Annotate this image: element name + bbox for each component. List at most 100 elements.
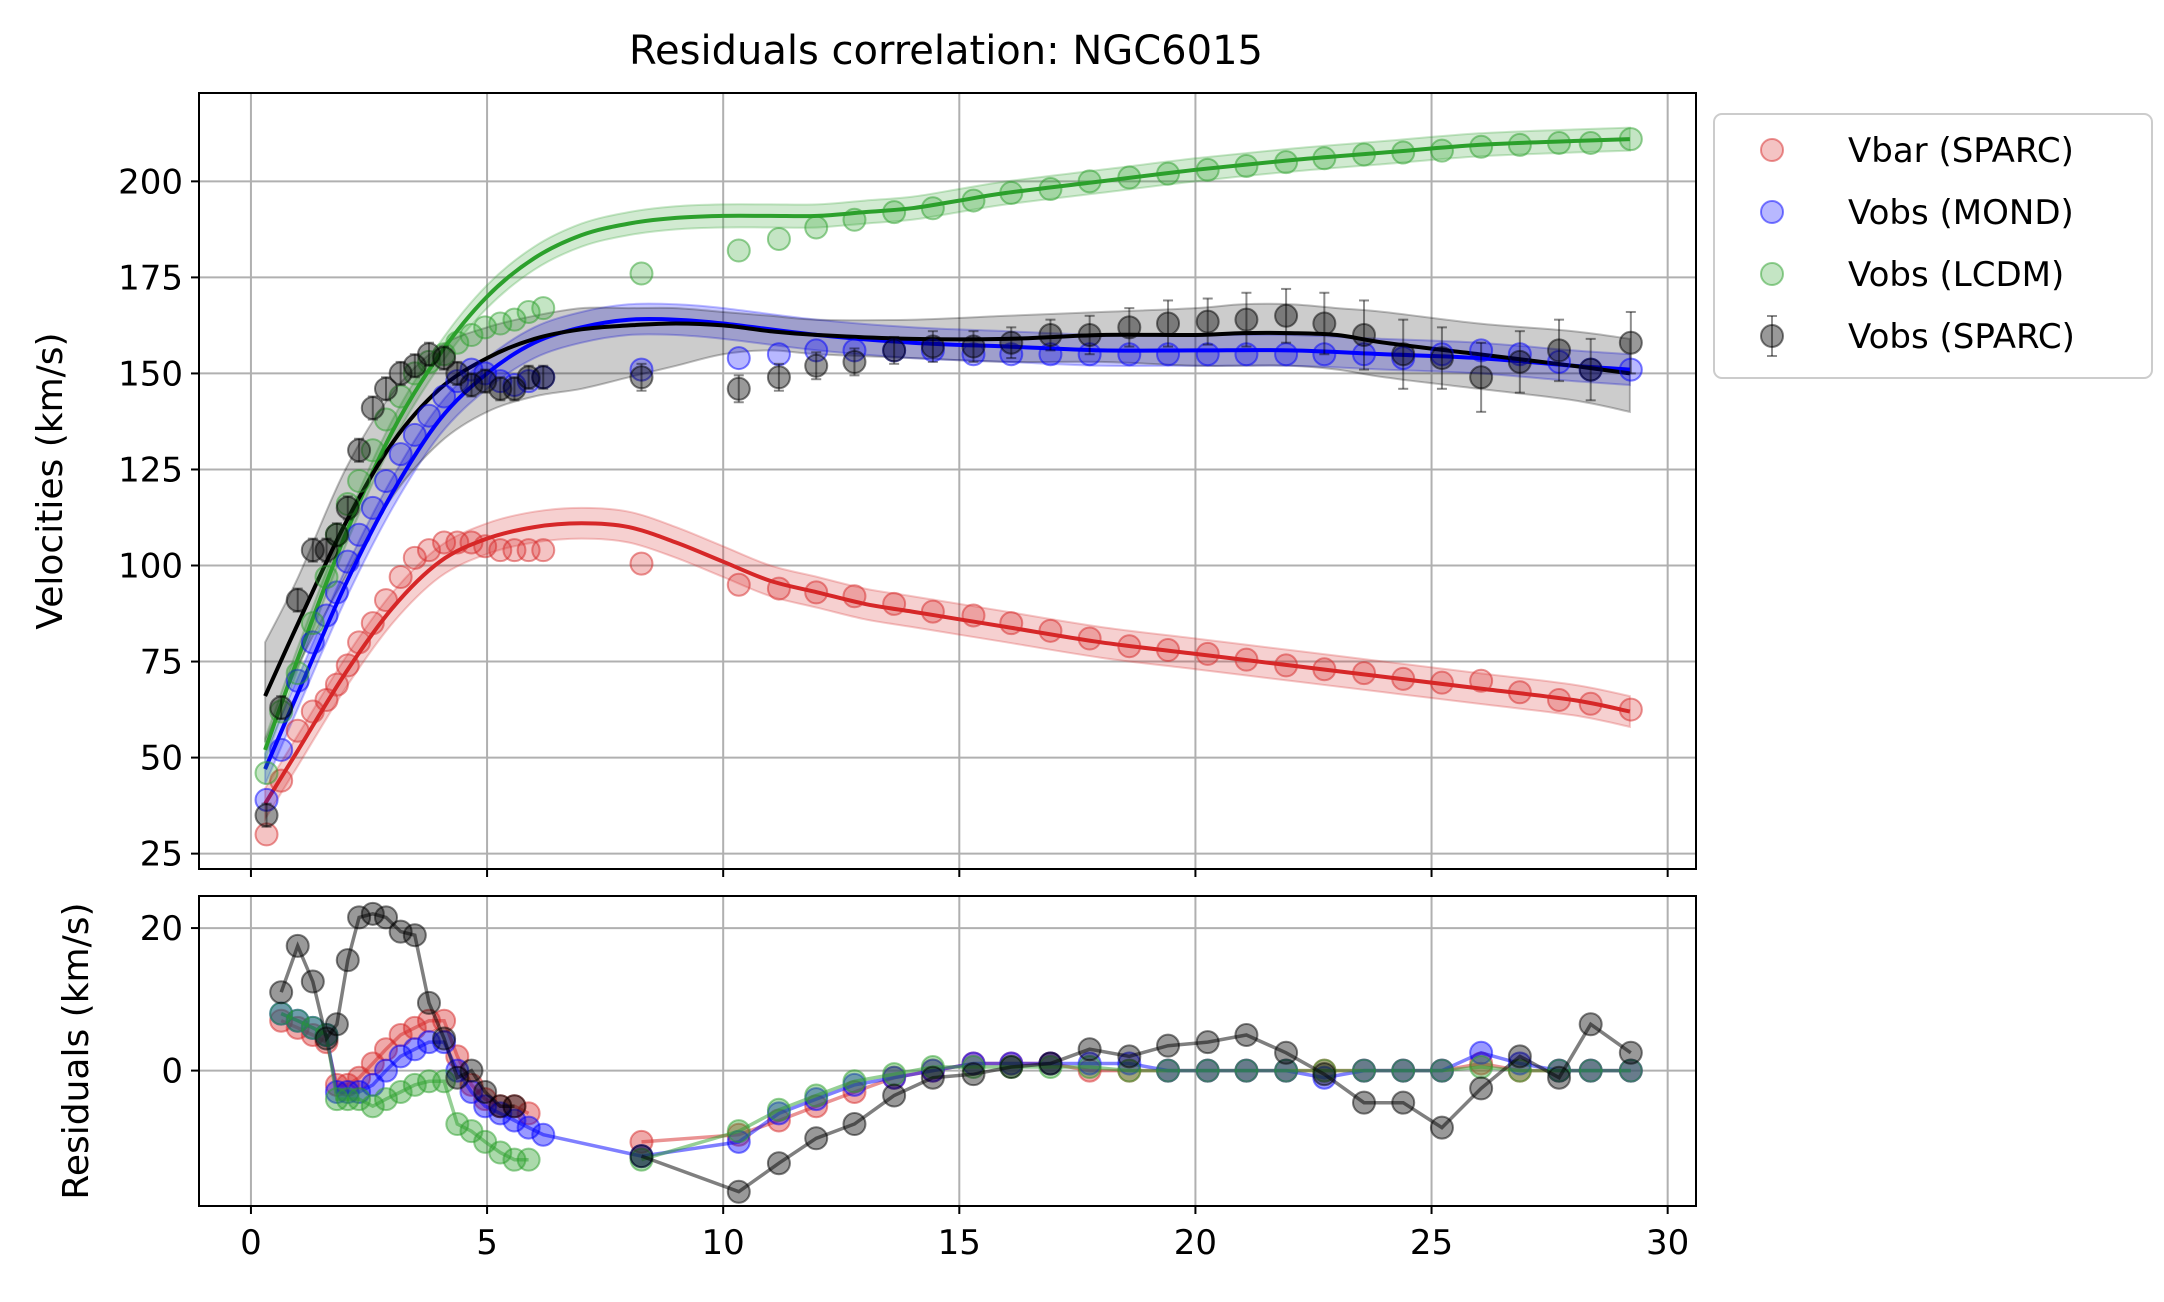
residual-marker [1195, 1030, 1220, 1055]
marker-vobs-mond [388, 442, 413, 467]
residual-marker [473, 1079, 498, 1104]
marker-vobs-sparc [1038, 323, 1063, 348]
marker-vobs-sparc [1117, 315, 1142, 340]
marker-vbar-sparc [285, 718, 310, 743]
marker-vobs-mond [432, 384, 457, 409]
marker-vobs-mond [1117, 342, 1142, 367]
marker-vbar-sparc [1469, 668, 1494, 693]
marker-vobs-sparc [842, 349, 867, 374]
residual-marker [1618, 1058, 1643, 1083]
legend-label: Vobs (MOND) [1848, 193, 2074, 233]
legend-entry: Vbar (SPARC) [1760, 131, 2074, 171]
marker-vobs-mond [314, 603, 339, 628]
marker-vobs-mond [766, 342, 791, 367]
marker-vobs-sparc [920, 334, 945, 359]
residual-marker [766, 1097, 791, 1122]
marker-vobs-lcdm [629, 261, 654, 286]
velocity-y-tick-label: 175 [118, 258, 183, 298]
marker-vbar-sparc [402, 545, 427, 570]
marker-vobs-lcdm [1391, 140, 1416, 165]
marker-vbar-sparc [1038, 618, 1063, 643]
residual-marker [1156, 1058, 1181, 1083]
residual-marker [882, 1062, 907, 1087]
residual-marker [1578, 1012, 1603, 1037]
marker-vobs-sparc [1429, 346, 1454, 371]
residual-marker [347, 1087, 372, 1112]
residual-marker [1391, 1058, 1416, 1083]
marker-vobs-lcdm [516, 299, 541, 324]
residual-marker [516, 1115, 541, 1140]
residual-marker [445, 1065, 470, 1090]
marker-vobs-lcdm [531, 296, 556, 321]
residuals-axes-frame [198, 895, 1697, 1207]
marker-vbar-sparc [432, 530, 457, 555]
residuals-x-tick-label: 0 [240, 1223, 262, 1263]
marker-vobs-mond [961, 342, 986, 367]
marker-vobs-lcdm [1578, 130, 1603, 155]
marker-vbar-sparc [726, 572, 751, 597]
residual-marker [726, 1179, 751, 1204]
points-vobs-mond [254, 338, 1643, 812]
velocity-y-tick-label: 125 [118, 450, 183, 490]
marker-vbar-sparc [1156, 638, 1181, 663]
residual-marker [459, 1058, 484, 1083]
residual-marker [766, 1151, 791, 1176]
marker-vobs-sparc [347, 438, 372, 463]
marker-vobs-mond [1156, 342, 1181, 367]
marker-vbar-sparc [629, 551, 654, 576]
residual-marker [388, 919, 413, 944]
marker-vbar-sparc [1234, 647, 1259, 672]
marker-vobs-lcdm [1429, 138, 1454, 163]
residual-marker [347, 905, 372, 930]
chart-title: Residuals correlation: NGC6015 [629, 28, 1263, 74]
residual-marker [1077, 1037, 1102, 1062]
residual-marker [1507, 1044, 1532, 1069]
residual-marker [1352, 1058, 1377, 1083]
marker-vbar-sparc [531, 538, 556, 563]
marker-vobs-sparc [388, 361, 413, 386]
marker-vobs-mond [726, 346, 751, 371]
residual-marker [374, 905, 399, 930]
marker-vobs-sparc [360, 396, 385, 421]
marker-vobs-sparc [1547, 338, 1572, 363]
marker-vobs-mond [1077, 342, 1102, 367]
marker-vobs-mond [347, 522, 372, 547]
marker-vbar-sparc [360, 611, 385, 636]
marker-vobs-mond [1352, 342, 1377, 367]
residual-marker [1274, 1058, 1299, 1083]
marker-vobs-mond [1618, 357, 1643, 382]
marker-vobs-lcdm [416, 349, 441, 374]
residual-marker [1077, 1055, 1102, 1080]
marker-vbar-sparc [1507, 680, 1532, 705]
fit-curve-vobs-lcdm [263, 137, 1630, 751]
legend-label: Vobs (SPARC) [1848, 317, 2075, 357]
residual-marker [324, 1012, 349, 1037]
residuals-x-tick-label: 20 [1174, 1223, 1217, 1263]
marker-vobs-mond [300, 630, 325, 655]
marker-vbar-sparc [1618, 697, 1643, 722]
marker-vobs-lcdm [459, 323, 484, 348]
residual-marker [388, 1044, 413, 1069]
marker-vobs-lcdm [1547, 130, 1572, 155]
marker-vobs-lcdm [1352, 142, 1377, 167]
residuals-x-tick-label: 5 [476, 1223, 498, 1263]
residual-marker [882, 1083, 907, 1108]
residual-marker [1274, 1040, 1299, 1065]
marker-vobs-sparc [374, 376, 399, 401]
residual-marker [516, 1147, 541, 1172]
residual-marker [445, 1112, 470, 1137]
marker-vobs-sparc [1507, 349, 1532, 374]
data-points [254, 127, 1643, 847]
marker-vobs-mond [629, 357, 654, 382]
marker-vobs-lcdm [1618, 127, 1643, 152]
residual-marker [502, 1094, 527, 1119]
marker-vobs-mond [335, 549, 360, 574]
velocity-y-tick-label: 50 [140, 739, 183, 779]
points-vobs-sparc [254, 287, 1643, 828]
marker-vobs-lcdm [1195, 157, 1220, 182]
marker-vobs-lcdm [254, 760, 279, 785]
marker-vobs-lcdm [1234, 153, 1259, 178]
residual-marker [1469, 1076, 1494, 1101]
residual-marker [1156, 1033, 1181, 1058]
residual-marker [629, 1144, 654, 1169]
